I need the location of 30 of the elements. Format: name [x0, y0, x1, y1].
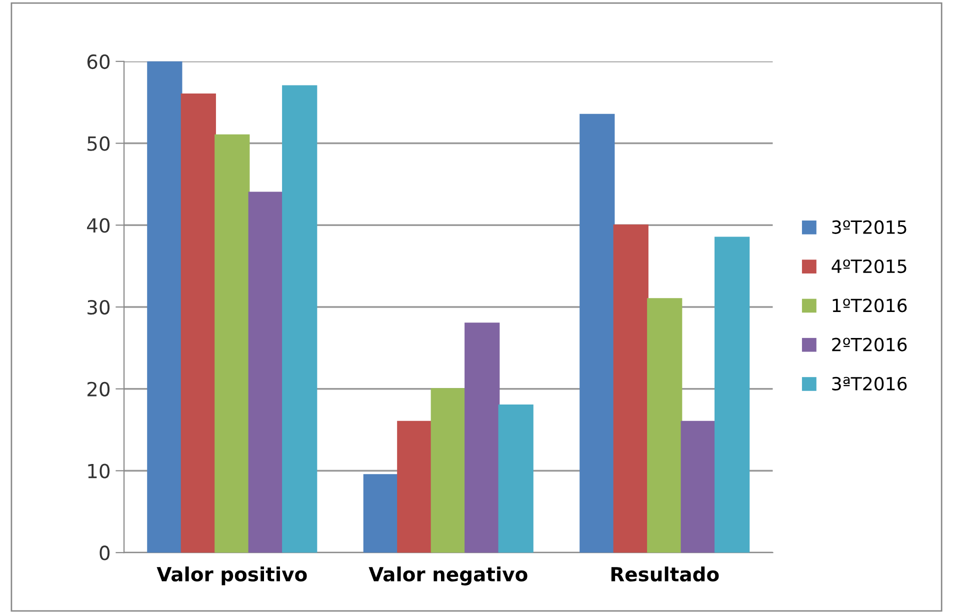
bar — [248, 192, 284, 553]
y-tick-label: 40 — [87, 218, 110, 233]
bar — [282, 85, 318, 553]
y-tick-label: 0 — [100, 546, 110, 560]
y-tick-label: 30 — [88, 300, 110, 315]
bar — [147, 61, 182, 553]
y-tick-label: 60 — [87, 54, 110, 70]
bar — [647, 298, 682, 553]
x-tick-label: Valor positivo — [156, 566, 307, 586]
legend-label: 4ºT2015 — [832, 259, 906, 274]
y-tick-label: 20 — [88, 382, 110, 397]
bar — [214, 134, 250, 553]
y-tick-label: 10 — [88, 464, 110, 478]
legend-label: 1ºT2016 — [832, 298, 907, 312]
bar — [613, 224, 648, 553]
legend-label: 2ºT2016 — [832, 338, 907, 352]
bar — [397, 420, 432, 553]
legend-label: 3ªT2016 — [832, 376, 907, 391]
x-tick-label: Resultado — [611, 566, 719, 582]
bar — [464, 322, 500, 553]
y-tick-label: 50 — [88, 136, 110, 151]
bar — [498, 404, 534, 553]
bar — [430, 388, 466, 553]
legend-label: 3ºT2015 — [832, 220, 906, 234]
bar — [680, 420, 716, 553]
x-tick-label: Valor negativo — [368, 566, 528, 586]
bar — [580, 114, 615, 553]
bar — [714, 236, 750, 553]
bar — [180, 93, 216, 553]
bar — [363, 474, 398, 553]
